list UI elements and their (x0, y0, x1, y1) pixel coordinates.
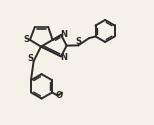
Text: S: S (27, 54, 33, 63)
Text: S: S (23, 35, 29, 44)
Text: N: N (60, 53, 67, 62)
Text: N: N (60, 30, 67, 38)
Text: O: O (56, 91, 63, 100)
Text: S: S (75, 37, 81, 46)
